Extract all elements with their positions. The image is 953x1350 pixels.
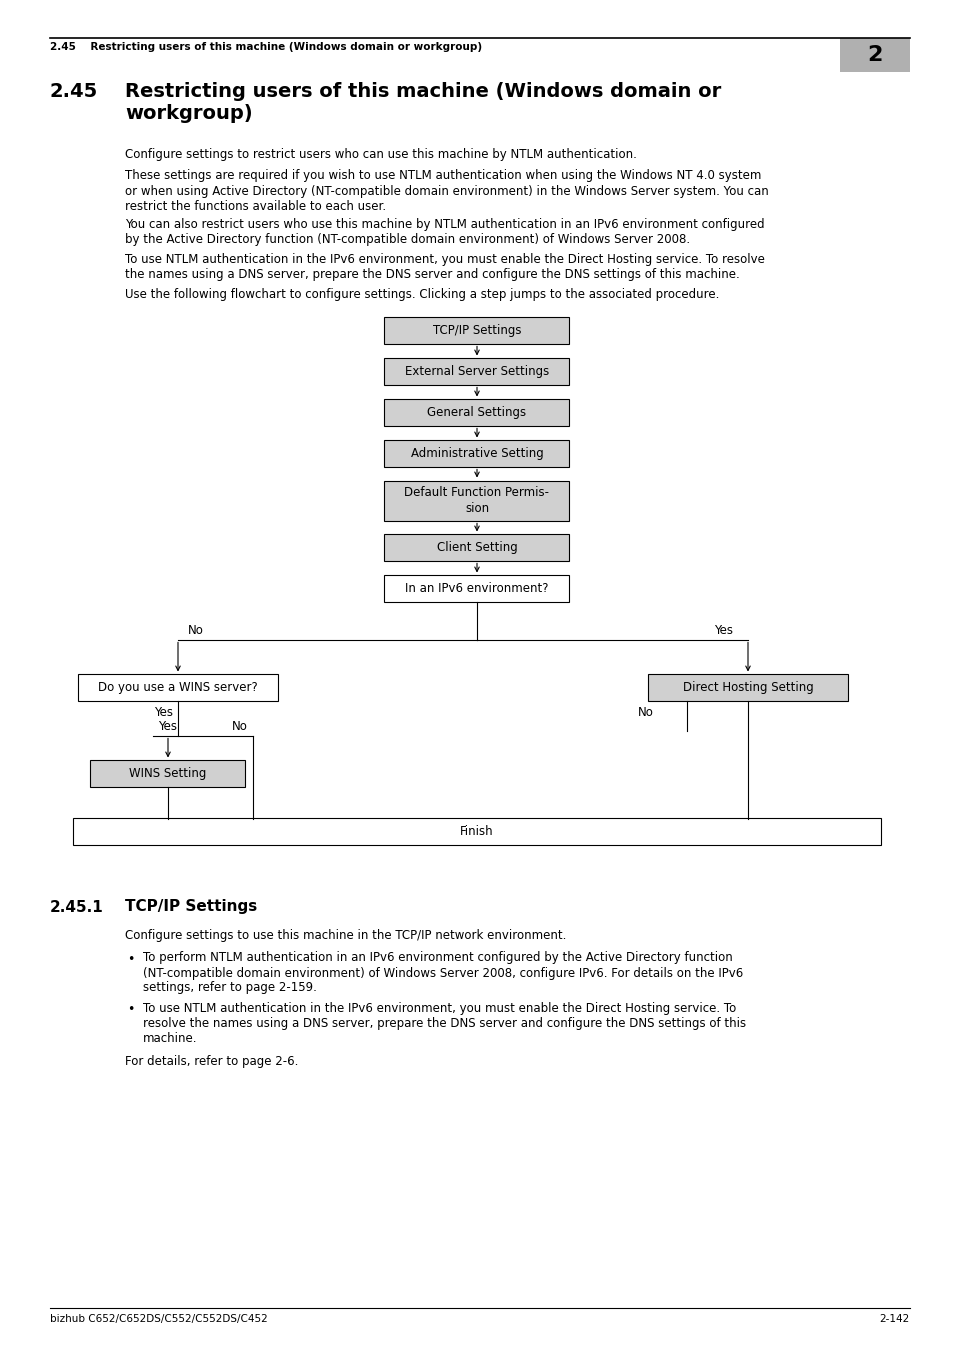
FancyBboxPatch shape [384,535,569,562]
FancyBboxPatch shape [384,358,569,385]
Text: Client Setting: Client Setting [436,541,517,554]
Text: No: No [637,706,653,718]
FancyBboxPatch shape [840,38,909,72]
Text: Restricting users of this machine (Windows domain or
workgroup): Restricting users of this machine (Windo… [125,82,720,123]
FancyBboxPatch shape [647,674,847,701]
Text: Finish: Finish [459,825,494,838]
FancyBboxPatch shape [384,440,569,467]
Text: External Server Settings: External Server Settings [404,364,549,378]
Text: General Settings: General Settings [427,406,526,418]
Text: No: No [188,624,204,636]
FancyBboxPatch shape [384,481,569,521]
FancyBboxPatch shape [384,317,569,344]
Text: Yes: Yes [158,720,177,733]
FancyBboxPatch shape [384,400,569,427]
Text: Default Function Permis-
sion: Default Function Permis- sion [404,486,549,514]
Text: •: • [127,1003,134,1017]
Text: To perform NTLM authentication in an IPv6 environment configured by the Active D: To perform NTLM authentication in an IPv… [143,952,742,995]
Text: Direct Hosting Setting: Direct Hosting Setting [682,680,813,694]
Text: No: No [232,720,248,733]
Text: In an IPv6 environment?: In an IPv6 environment? [405,582,548,595]
Text: These settings are required if you wish to use NTLM authentication when using th: These settings are required if you wish … [125,170,768,212]
Text: WINS Setting: WINS Setting [130,767,207,780]
FancyBboxPatch shape [78,674,277,701]
Text: Yes: Yes [153,706,172,718]
Text: TCP/IP Settings: TCP/IP Settings [125,899,257,914]
Text: You can also restrict users who use this machine by NTLM authentication in an IP: You can also restrict users who use this… [125,217,763,246]
Text: TCP/IP Settings: TCP/IP Settings [433,324,520,338]
Text: 2.45    Restricting users of this machine (Windows domain or workgroup): 2.45 Restricting users of this machine (… [50,42,481,53]
Text: 2.45: 2.45 [50,82,98,101]
Text: Configure settings to restrict users who can use this machine by NTLM authentica: Configure settings to restrict users who… [125,148,637,161]
Text: Configure settings to use this machine in the TCP/IP network environment.: Configure settings to use this machine i… [125,930,566,942]
Text: To use NTLM authentication in the IPv6 environment, you must enable the Direct H: To use NTLM authentication in the IPv6 e… [125,252,764,281]
Text: •: • [127,953,134,965]
Text: Use the following flowchart to configure settings. Clicking a step jumps to the : Use the following flowchart to configure… [125,288,719,301]
FancyBboxPatch shape [73,818,880,845]
Text: Do you use a WINS server?: Do you use a WINS server? [98,680,257,694]
Text: 2.45.1: 2.45.1 [50,899,104,914]
Text: Yes: Yes [713,624,732,636]
Text: To use NTLM authentication in the IPv6 environment, you must enable the Direct H: To use NTLM authentication in the IPv6 e… [143,1002,745,1045]
FancyBboxPatch shape [91,760,245,787]
Text: 2-142: 2-142 [879,1314,909,1324]
Text: Administrative Setting: Administrative Setting [410,447,543,460]
Text: For details, refer to page 2-6.: For details, refer to page 2-6. [125,1056,298,1068]
Text: 2: 2 [866,45,882,65]
Text: bizhub C652/C652DS/C552/C552DS/C452: bizhub C652/C652DS/C552/C552DS/C452 [50,1314,268,1324]
FancyBboxPatch shape [384,575,569,602]
